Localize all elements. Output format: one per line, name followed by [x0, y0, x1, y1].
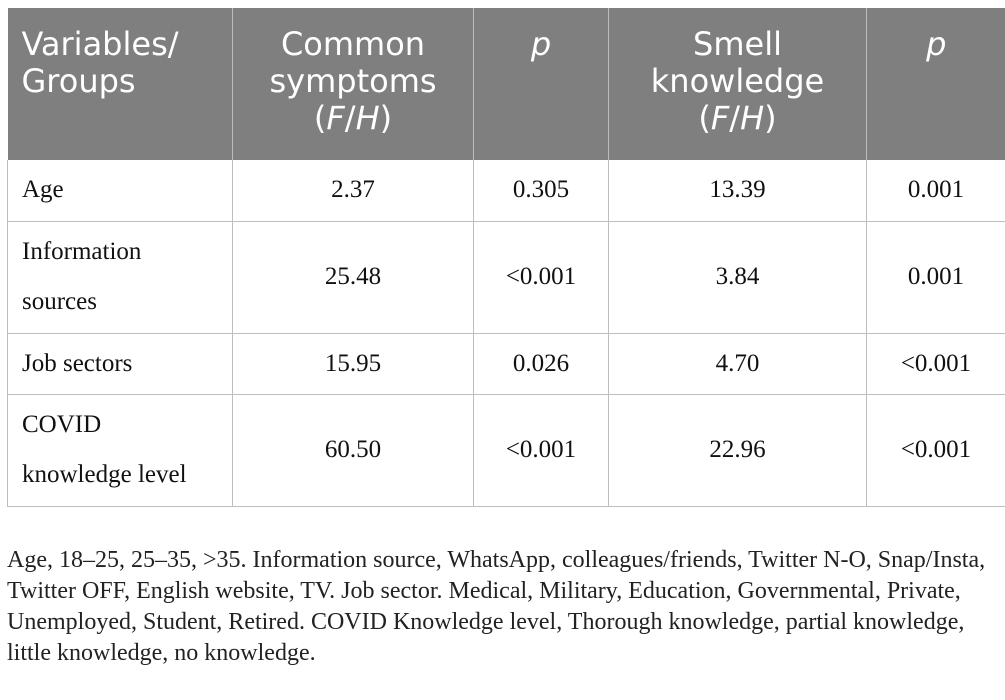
- header-p-common: p: [473, 8, 609, 160]
- results-table: Variables/ Groups Common symptoms (F/H) …: [7, 8, 1005, 507]
- p-value-smell: <0.001: [866, 394, 1005, 507]
- header-p-smell: p: [866, 8, 1005, 160]
- p-value-common: 0.305: [473, 160, 609, 222]
- table-footnote: Age, 18–25, 25–35, >35. Information sour…: [7, 547, 986, 666]
- p-value-smell: 0.001: [866, 221, 1005, 334]
- smell-knowledge-value: 4.70: [608, 333, 867, 395]
- common-symptoms-value: 15.95: [232, 333, 474, 395]
- p-value-common: 0.026: [473, 333, 609, 395]
- table-row: Job sectors 15.95 0.026 4.70 <0.001: [7, 333, 1005, 395]
- p-value-smell: 0.001: [866, 160, 1005, 222]
- header-row: Variables/ Groups Common symptoms (F/H) …: [7, 8, 1005, 160]
- table-row: Age 2.37 0.305 13.39 0.001: [7, 160, 1005, 222]
- row-label: Age: [7, 160, 233, 222]
- header-variables-groups: Variables/ Groups: [7, 8, 233, 160]
- header-common-symptoms: Common symptoms (F/H): [232, 8, 474, 160]
- common-symptoms-value: 60.50: [232, 394, 474, 507]
- row-label: Information sources: [7, 221, 233, 334]
- row-label: Job sectors: [7, 333, 233, 395]
- row-label: COVID knowledge level: [7, 394, 233, 507]
- p-value-common: <0.001: [473, 221, 609, 334]
- common-symptoms-value: 2.37: [232, 160, 474, 222]
- table-row: Information sources 25.48 <0.001 3.84 0.…: [7, 221, 1005, 334]
- smell-knowledge-value: 22.96: [608, 394, 867, 507]
- header-smell-knowledge: Smell knowledge (F/H): [608, 8, 867, 160]
- p-value-smell: <0.001: [866, 333, 1005, 395]
- common-symptoms-value: 25.48: [232, 221, 474, 334]
- smell-knowledge-value: 13.39: [608, 160, 867, 222]
- p-value-common: <0.001: [473, 394, 609, 507]
- smell-knowledge-value: 3.84: [608, 221, 867, 334]
- table-row: COVID knowledge level 60.50 <0.001 22.96…: [7, 394, 1005, 507]
